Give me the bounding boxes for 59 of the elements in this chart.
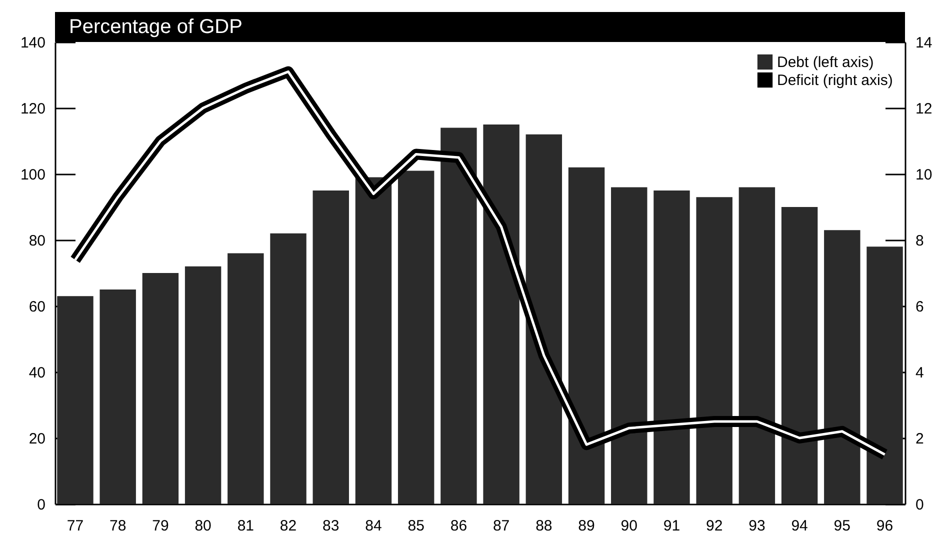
x-tick-label: 88 xyxy=(536,518,552,534)
y2-tick-label: 0 xyxy=(916,496,924,514)
bar xyxy=(824,230,860,504)
x-tick-label: 83 xyxy=(322,518,340,534)
x-tick-label: 87 xyxy=(492,518,510,534)
bar xyxy=(270,233,306,504)
x-tick-label: 94 xyxy=(791,518,808,534)
x-tick-label: 93 xyxy=(748,518,766,534)
x-tick-label: 82 xyxy=(280,518,297,534)
bar xyxy=(184,266,222,504)
chart-title: Percentage of GDP xyxy=(55,12,905,42)
bar xyxy=(526,134,562,504)
x-tick-label: 85 xyxy=(408,518,424,534)
bar xyxy=(57,296,94,504)
bar xyxy=(568,167,605,504)
bar xyxy=(142,273,179,504)
x-tick-label: 91 xyxy=(663,518,680,534)
y-tick-label: 140 xyxy=(20,34,46,52)
bar xyxy=(781,207,818,504)
x-tick-label: 96 xyxy=(876,518,894,534)
legend-label: Debt (left axis) xyxy=(777,54,874,71)
x-tick-label: 92 xyxy=(706,518,723,534)
bar xyxy=(696,197,732,504)
x-tick-label: 81 xyxy=(237,518,254,534)
bar xyxy=(228,253,264,504)
y-tick-label: 100 xyxy=(20,166,46,184)
x-tick-label: 86 xyxy=(450,518,468,534)
y-tick-label: 120 xyxy=(20,100,46,118)
y2-tick-label: 14 xyxy=(916,34,932,52)
x-tick-label: 95 xyxy=(834,518,850,534)
y-tick-label: 80 xyxy=(28,232,46,250)
bar xyxy=(483,124,520,504)
y2-tick-label: 10 xyxy=(916,166,932,184)
bar xyxy=(611,187,648,504)
x-tick-label: 90 xyxy=(620,518,638,534)
legend-label: Deficit (right axis) xyxy=(777,72,893,89)
y2-tick-label: 2 xyxy=(916,430,924,448)
x-tick-label: 79 xyxy=(152,518,169,534)
bar xyxy=(312,190,349,504)
y-tick-label: 60 xyxy=(28,298,46,316)
y2-tick-label: 8 xyxy=(916,232,924,250)
bar xyxy=(654,190,690,504)
bar xyxy=(100,290,136,504)
x-tick-label: 77 xyxy=(66,518,84,534)
bar xyxy=(398,170,434,504)
bar xyxy=(355,177,392,504)
bar xyxy=(738,187,776,504)
x-tick-label: 78 xyxy=(110,518,126,534)
y2-tick-label: 4 xyxy=(916,364,924,382)
y2-tick-label: 12 xyxy=(916,100,932,118)
bar xyxy=(440,128,477,504)
x-tick-label: 80 xyxy=(194,518,212,534)
y-tick-label: 20 xyxy=(28,430,46,448)
y-tick-label: 0 xyxy=(37,496,46,514)
y-tick-label: 40 xyxy=(28,364,46,382)
bar xyxy=(866,246,903,504)
x-tick-label: 89 xyxy=(578,518,595,534)
x-tick-label: 84 xyxy=(365,518,382,534)
y2-tick-label: 6 xyxy=(916,298,924,316)
